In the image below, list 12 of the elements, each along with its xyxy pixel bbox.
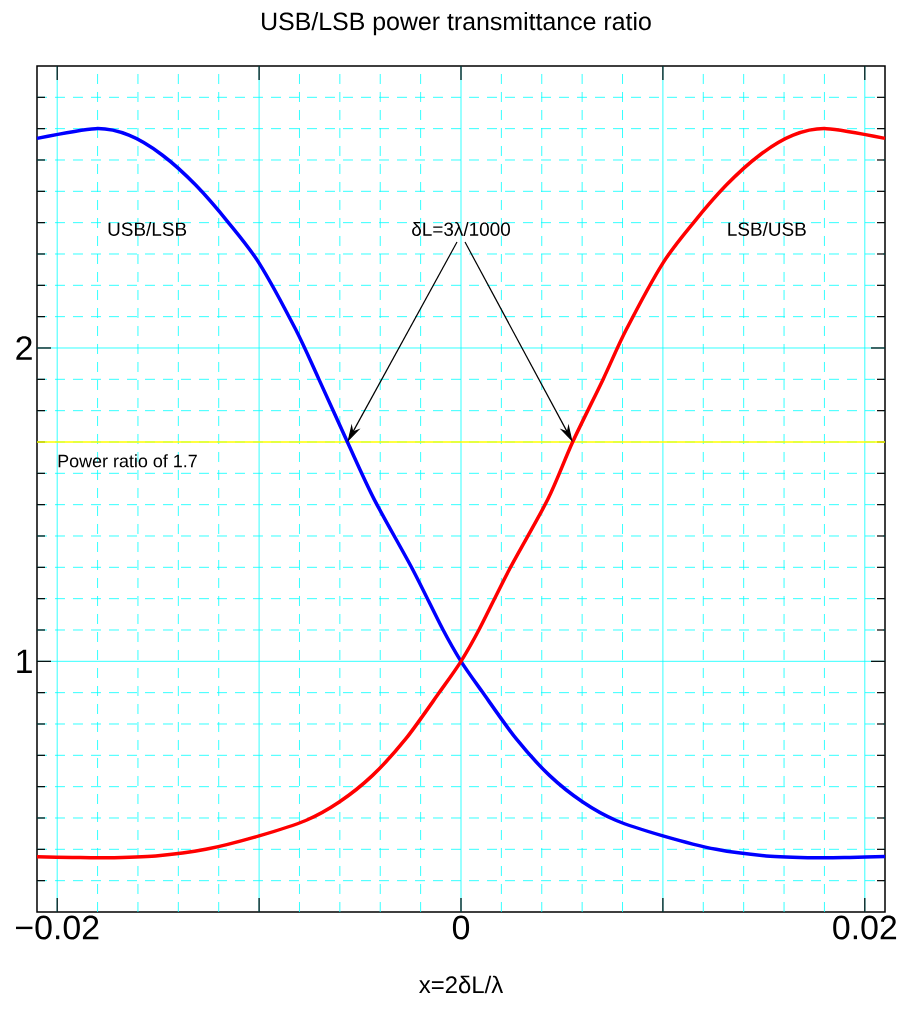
line-series — [35, 126, 887, 860]
annotation: δL=3λ/1000 — [412, 221, 510, 236]
x-axis-title: x=2δL/λ — [419, 975, 504, 994]
y-tick-label: 1 — [17, 649, 32, 673]
chart-title: USB/LSB power transmittance ratio — [262, 11, 651, 36]
y-tick-label: 2 — [16, 336, 32, 360]
series-label: USB/LSB — [108, 221, 187, 236]
x-tick-label: −0.02 — [16, 915, 99, 940]
series-label: LSB/USB — [728, 221, 806, 236]
ref-line-label: Power ratio of 1.7 — [58, 454, 197, 468]
x-tick-label: 0 — [452, 915, 470, 940]
x-tick-label: 0.02 — [833, 915, 897, 940]
